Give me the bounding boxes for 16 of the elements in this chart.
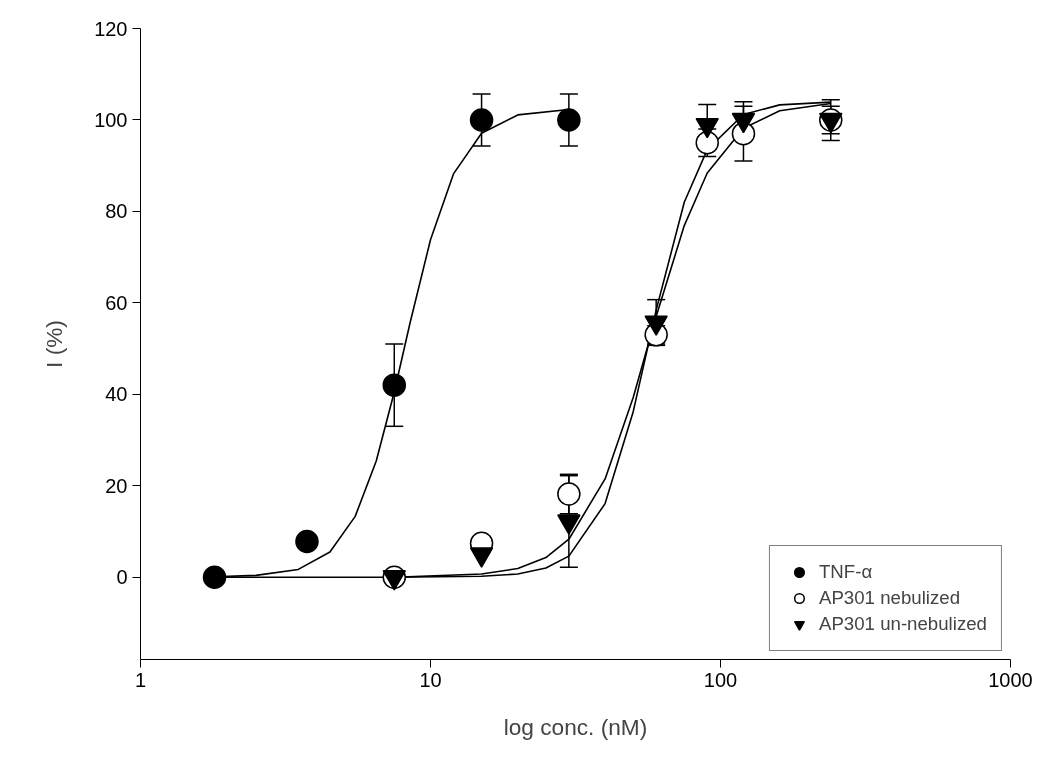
y-tick-label: 60 bbox=[105, 291, 128, 314]
x-tick-label: 100 bbox=[703, 668, 738, 691]
y-tick-label: 80 bbox=[105, 200, 128, 223]
y-axis-title: I (%) bbox=[41, 320, 68, 368]
x-tick-label: 1000 bbox=[988, 668, 1033, 691]
x-tick-label: 1 bbox=[134, 668, 147, 691]
y-tick-label: 40 bbox=[105, 383, 128, 406]
y-tick-label: 120 bbox=[94, 17, 128, 40]
legend-label: AP301 nebulized bbox=[818, 587, 961, 609]
y-tick-label: 20 bbox=[105, 474, 128, 497]
y-tick-label: 0 bbox=[116, 566, 128, 589]
legend-label: AP301 un-nebulized bbox=[818, 613, 987, 635]
legend-label: TNF-α bbox=[818, 561, 873, 583]
x-tick-label: 10 bbox=[419, 668, 442, 691]
y-tick-label: 100 bbox=[94, 108, 128, 131]
x-axis-title: log conc. (nM) bbox=[503, 713, 648, 740]
